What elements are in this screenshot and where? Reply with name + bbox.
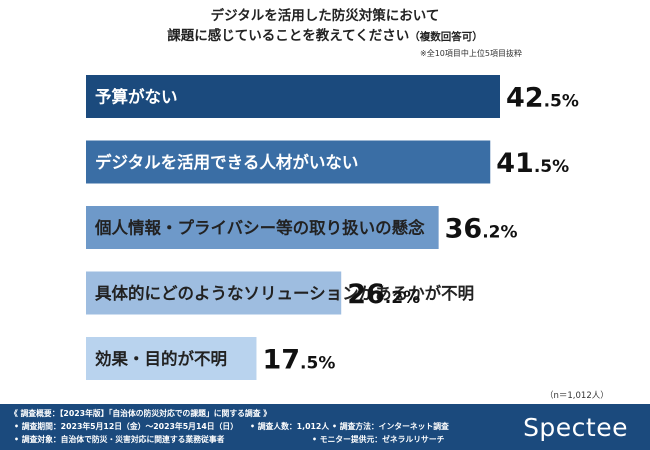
bar-label-5: 効果・目的が不明 bbox=[95, 349, 227, 369]
bar-label-2: デジタルを活用できる人材がいない bbox=[95, 152, 358, 172]
value-label-2: 41.5% bbox=[496, 148, 569, 179]
title-line-1: デジタルを活用した防災対策において bbox=[210, 8, 440, 24]
survey-method: • 調査方法：インターネット調査 bbox=[332, 422, 449, 431]
spectee-logo: Spectee bbox=[523, 413, 628, 442]
bar-4 bbox=[86, 271, 342, 315]
survey-period: • 調査期間：2023年5月12日（金）〜2023年5月14日（日） bbox=[14, 422, 238, 431]
bar-chart: 予算がない 42.5% デジタルを活用できる人材がいない 41.5% 個人情報・プライバ… bbox=[86, 75, 579, 380]
footnote: ※全10項目中上位5項目抜粋 bbox=[420, 49, 522, 58]
monitor-provider: • モニター提供元：ゼネラルリサーチ bbox=[312, 435, 445, 444]
sample-size-note: （n＝1,012人） bbox=[545, 391, 609, 401]
survey-target: • 調査対象：自治体で防災・災害対応に関連する業務従事者 bbox=[14, 435, 225, 444]
chart-title: デジタルを活用した防災対策において 課題に感じていることを教えてください（複数回… bbox=[0, 6, 650, 47]
bar-label-3: 個人情報・プライバシー等の取り扱いの懸念 bbox=[94, 218, 425, 238]
bar-2 bbox=[86, 140, 491, 184]
bar-5 bbox=[86, 337, 257, 380]
value-label-1: 42.5% bbox=[506, 83, 579, 114]
title-line-2-main: 課題に感じていることを教えてください bbox=[167, 28, 410, 44]
survey-count: • 調査人数：1,012人 bbox=[250, 422, 330, 431]
value-label-5: 17.5% bbox=[262, 345, 335, 376]
bar-label-1: 予算がない bbox=[95, 87, 178, 107]
bar-1 bbox=[86, 75, 500, 118]
value-label-4: 26.2% bbox=[347, 279, 420, 310]
bar-label-4: 具体的にどのようなソリューションがあるかが不明 bbox=[95, 283, 474, 303]
survey-overview: 《 調査概要：【2023年版】「自治体の防災対応での課題」に関する調査 》 bbox=[10, 409, 272, 418]
survey-footer: 《 調査概要：【2023年版】「自治体の防災対応での課題」に関する調査 》 • … bbox=[0, 404, 650, 450]
bar-3 bbox=[86, 206, 439, 249]
value-label-3: 36.2% bbox=[445, 214, 518, 245]
title-suffix: （複数回答可） bbox=[409, 31, 483, 43]
title-line-2: 課題に感じていることを教えてください（複数回答可） bbox=[0, 26, 650, 47]
